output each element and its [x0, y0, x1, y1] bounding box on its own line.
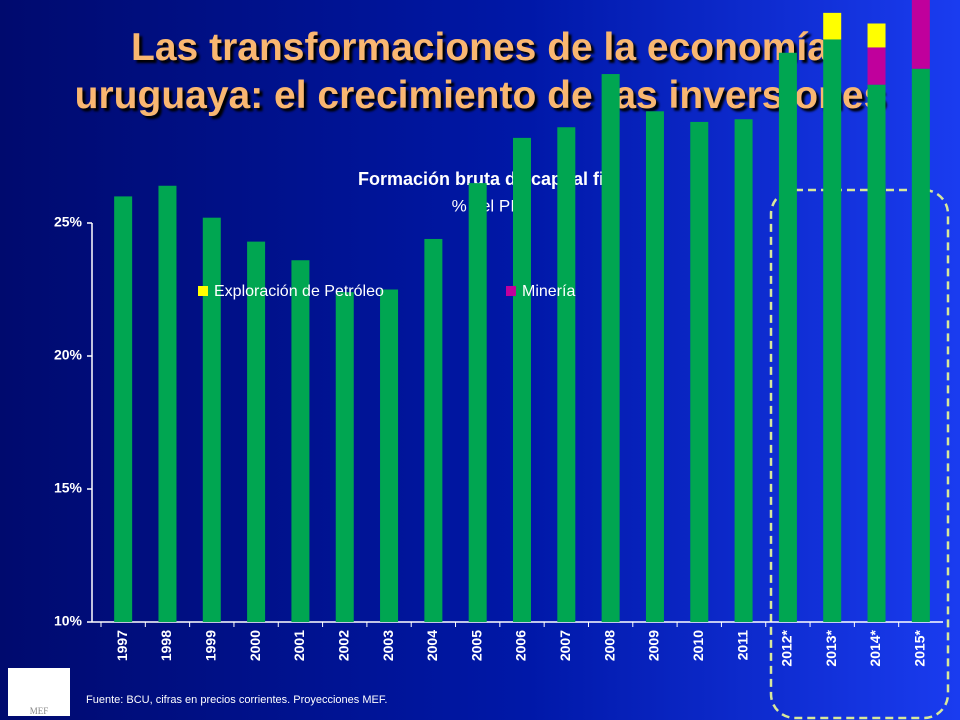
legend-label: Exploración de Petróleo	[214, 283, 384, 300]
x-tick-label: 2014*	[867, 629, 883, 666]
slide-title-text: Las transformaciones de la economía urug…	[74, 26, 886, 117]
bar-segment	[911, 68, 930, 623]
bar-segment	[468, 183, 487, 622]
source: Fuente: BCU, cifras en precios corriente…	[86, 694, 388, 706]
x-tick-label: 2001	[291, 630, 307, 661]
x-tick-label: 2011	[734, 630, 750, 661]
bar-segment	[734, 119, 753, 622]
x-tick-label: 2008	[601, 630, 617, 661]
y-tick-label: 15%	[54, 480, 83, 496]
bar-segment	[557, 127, 576, 623]
bar-segment	[291, 260, 310, 622]
x-tick-label: 1998	[158, 630, 174, 661]
bar-segment	[335, 292, 354, 622]
y-tick-label: 20%	[54, 347, 83, 363]
x-tick-label: 1999	[202, 630, 218, 661]
bar-segment	[867, 47, 886, 85]
x-tick-label: 2010	[690, 630, 706, 661]
x-tick-label: 2012*	[779, 629, 795, 666]
x-tick-label: 2003	[380, 630, 396, 661]
x-tick-label: 2009	[646, 630, 662, 661]
logo: MEF	[8, 668, 70, 716]
bar-segment	[247, 241, 266, 622]
bar-segment	[114, 196, 133, 622]
x-tick-label: 2000	[247, 630, 263, 661]
bar-segment	[601, 74, 620, 623]
x-tick-label: 2013*	[823, 629, 839, 666]
x-tick-label: 2004	[424, 630, 440, 661]
bar-segment	[202, 217, 221, 622]
legend-swatch	[198, 286, 208, 296]
legend-label: Minería	[522, 283, 575, 300]
bar-segment	[513, 137, 531, 622]
bar-segment	[867, 23, 886, 48]
bar-segment	[867, 84, 886, 623]
bar-segment	[911, 0, 930, 69]
y-tick-label: 25%	[54, 214, 83, 230]
x-tick-label: 2005	[468, 630, 484, 661]
bar-segment	[158, 185, 177, 622]
x-tick-label: 1997	[114, 630, 130, 661]
bar-segment	[823, 39, 842, 622]
x-tick-label: 2015*	[912, 629, 928, 666]
legend-swatch	[506, 286, 516, 296]
bar-segment	[823, 12, 842, 40]
bar-segment	[424, 238, 443, 622]
highlight-box	[769, 188, 950, 720]
x-tick-label: 2002	[335, 630, 351, 661]
bar-segment	[690, 121, 709, 623]
x-tick-label: 2007	[557, 630, 573, 661]
y-tick-label: 10%	[54, 613, 83, 629]
bar-segment	[380, 289, 399, 622]
chart-title: Formación bruta de capital fijo	[358, 169, 620, 189]
bar-segment	[645, 111, 664, 622]
x-tick-label: 2006	[513, 630, 529, 661]
bar-segment	[778, 52, 797, 622]
slide-title: Las transformaciones de la economía urug…	[0, 24, 960, 120]
